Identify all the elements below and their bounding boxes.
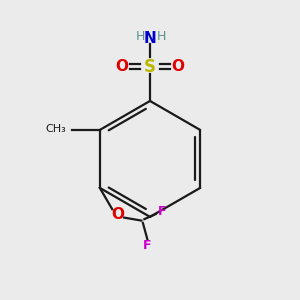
Text: F: F: [158, 205, 166, 218]
Text: F: F: [143, 239, 152, 252]
Text: H: H: [136, 30, 145, 43]
Text: O: O: [111, 207, 124, 222]
Text: O: O: [172, 59, 185, 74]
Text: O: O: [115, 59, 128, 74]
Text: CH₃: CH₃: [45, 124, 66, 134]
Text: H: H: [157, 30, 166, 43]
Text: N: N: [144, 31, 156, 46]
Text: S: S: [144, 58, 156, 76]
